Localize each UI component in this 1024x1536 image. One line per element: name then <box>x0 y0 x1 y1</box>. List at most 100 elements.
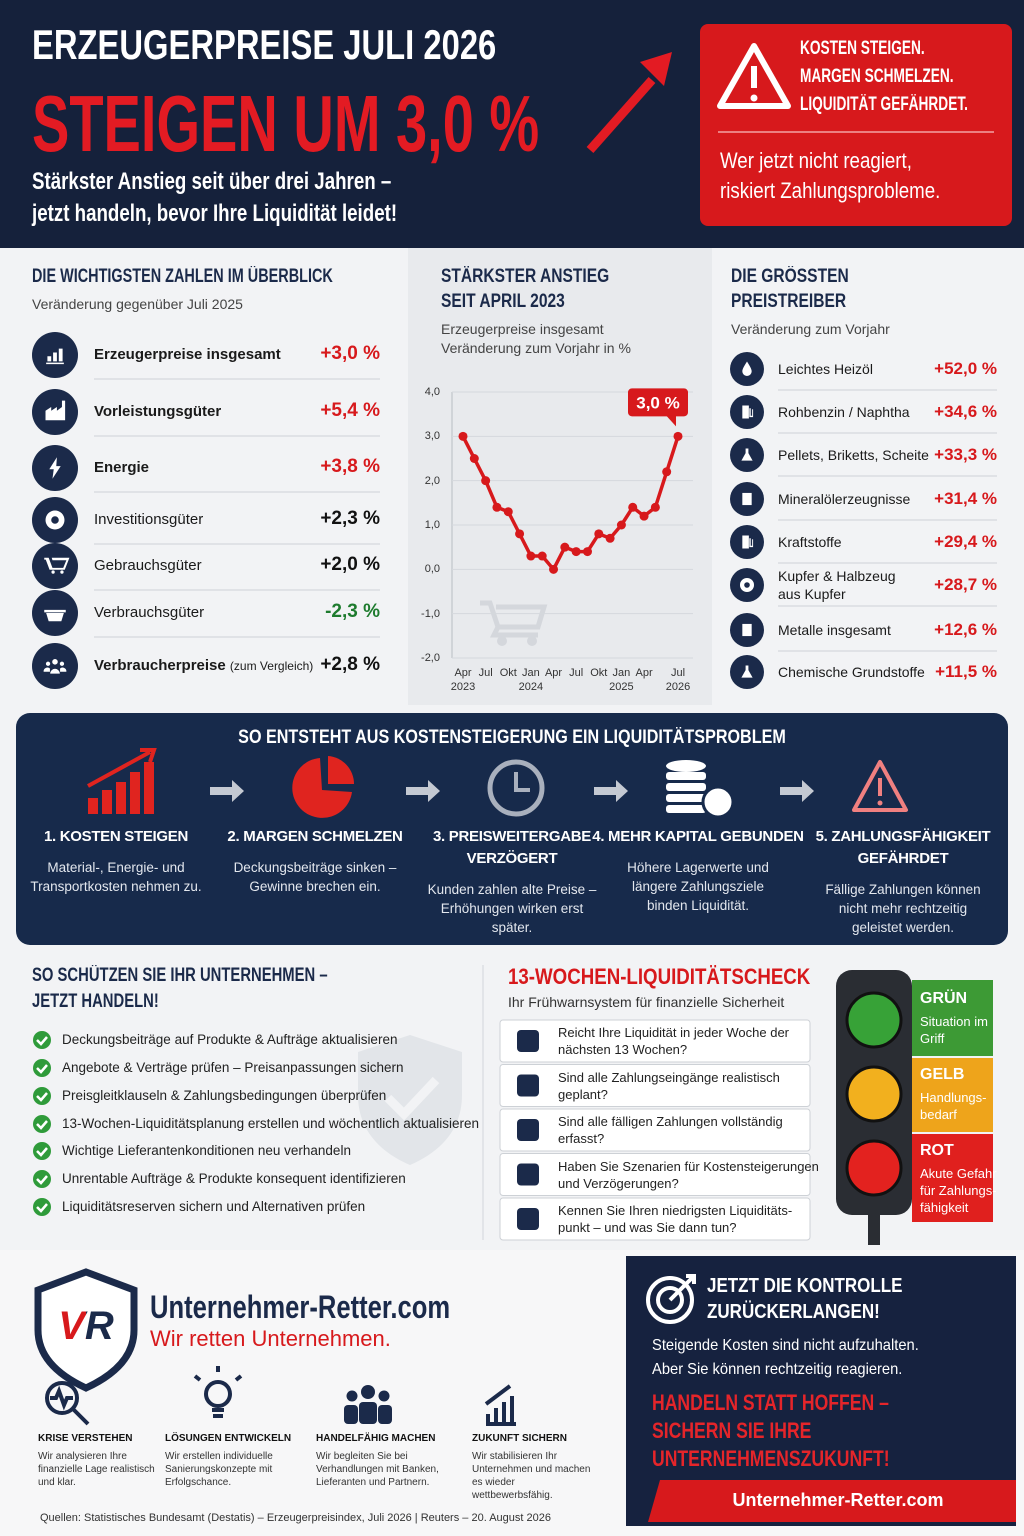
action-item: Deckungsbeiträge auf Produkte & Aufträge… <box>62 1032 398 1047</box>
status-text: fähigkeit <box>920 1200 969 1215</box>
step-title: 1. KOSTEN STEIGEN <box>43 828 189 845</box>
cta-title: ZURÜCKERLANGEN! <box>707 1301 880 1323</box>
question-text: nächsten 13 Wochen? <box>558 1042 688 1057</box>
label-text: Verbraucherpreise <box>94 657 226 674</box>
label-note: (zum Vergleich) <box>229 659 314 673</box>
process-step: 5. ZAHLUNGSFÄHIGKEIT GEFÄHRDET Fällige Za… <box>793 826 1013 937</box>
icon-part <box>50 1385 90 1426</box>
process-arrow <box>210 780 814 802</box>
y-tick-label: 1,0 <box>424 519 440 531</box>
step-text: Material-, Energie- und Transportkosten … <box>30 860 202 894</box>
question-icon <box>517 1030 539 1052</box>
label-text: Vorleistungsgüter <box>94 403 222 420</box>
driver-value: +52,0 % <box>934 359 997 378</box>
alert-line: MARGEN SCHMELZEN. <box>800 66 954 87</box>
point <box>639 511 649 521</box>
x-tick-label: Apr 2023 <box>450 667 476 693</box>
alert-message: Wer jetzt nicht reagiert, <box>720 148 912 173</box>
arrow <box>210 780 244 802</box>
label-pointer <box>666 415 676 427</box>
feature-icons <box>45 1366 516 1426</box>
point <box>616 520 626 530</box>
label-bubble <box>628 388 688 417</box>
figure-label: Verbrauchsgüter <box>94 603 204 623</box>
line-chart: 3,0 % <box>451 388 693 659</box>
alert-line: KOSTEN STEIGEN. <box>800 38 925 59</box>
driver-value: +29,4 % <box>934 532 997 551</box>
point <box>492 502 502 512</box>
light-green <box>845 991 903 1049</box>
point <box>650 502 660 512</box>
y-tick-label: 4,0 <box>424 386 440 398</box>
question-text: Kennen Sie Ihren niedrigsten Liquiditäts… <box>558 1203 793 1218</box>
section-title: DIE WICHTIGSTEN ZAHLEN IM ÜBERBLICK <box>32 266 333 287</box>
subtitle: jetzt handeln, bevor Ihre Liquidität lei… <box>32 200 398 227</box>
icon-circle <box>32 543 78 589</box>
step-icon <box>852 760 908 812</box>
question-text: Reicht Ihre Liquidität in jeder Woche de… <box>558 1025 789 1040</box>
question-text: geplant? <box>558 1086 608 1102</box>
icon-glyph <box>742 405 754 419</box>
warning-icon <box>750 94 758 102</box>
check-icon <box>36 1203 48 1213</box>
x-tick-label: Jul 2026 <box>665 667 691 693</box>
target-icon <box>646 1276 694 1324</box>
label-text: Verbrauchsgüter <box>94 604 205 621</box>
point <box>481 476 491 486</box>
brand-tagline: Wir retten Unternehmen. <box>150 1326 391 1351</box>
cta-slogan: UNTERNEHMENSZUKUNFT! <box>652 1446 890 1471</box>
process-step: 4. MEHR KAPITAL GEBUNDEN Höhere Lagerwert… <box>588 826 808 915</box>
step-title: 2. MARGEN SCHMELZEN <box>227 828 403 845</box>
process-step: 3. PREISWEITERGABE VERZÖGERT Kunden zahle… <box>402 826 622 937</box>
question-box <box>499 1019 811 1063</box>
figure-value: +5,4 % <box>320 400 380 421</box>
feature-title: ZUKUNFT SICHERN <box>472 1433 567 1444</box>
question-icon <box>517 1163 539 1186</box>
x-tick-label: Okt <box>499 667 517 679</box>
check-icon <box>36 1175 48 1185</box>
driver-value: +12,6 % <box>934 620 997 639</box>
figure-label: Erzeugerpreise insgesamt <box>94 345 281 365</box>
icon-glyph <box>46 348 64 365</box>
section-title: JETZT HANDELN! <box>32 991 159 1012</box>
cta-slogan: HANDELN STATT HOFFEN – <box>652 1390 889 1415</box>
arrow <box>406 780 440 802</box>
status-label: ROT <box>920 1142 954 1159</box>
point <box>582 547 592 557</box>
icon-circle <box>32 590 78 636</box>
action-item: Liquiditätsreserven sichern und Alternat… <box>62 1199 366 1214</box>
logo-text: VR <box>50 1306 122 1346</box>
status-box <box>912 980 993 1056</box>
driver-label: Chemische Grundstoffe <box>778 664 925 680</box>
point <box>605 533 615 543</box>
question-icon <box>517 1074 539 1097</box>
step-icon <box>877 800 883 806</box>
x-tick-label: Apr <box>544 667 563 679</box>
y-tick-label: -1,0 <box>421 607 440 620</box>
step-title: 5. ZAHLUNGSFÄHIGKEIT GEFÄHRDET <box>815 828 991 867</box>
driver-value: +34,6 % <box>934 402 997 421</box>
step-icon <box>666 760 735 819</box>
status-text: für Zahlungs- <box>920 1183 997 1198</box>
icon-circle <box>32 497 78 543</box>
x-tick-label: Jan 2024 <box>518 667 544 693</box>
target-icon <box>668 1274 696 1302</box>
point <box>594 529 604 539</box>
chart-panel <box>408 248 712 705</box>
check-icon <box>33 1059 51 1077</box>
check-title: 13-WOCHEN-LIQUIDITÄTSCHECK <box>508 964 811 989</box>
status-box <box>912 1058 993 1132</box>
x-tick-label: Jan 2025 <box>609 667 634 693</box>
feature-title: KRISE VERSTEHEN <box>38 1433 133 1444</box>
icon-part <box>378 1405 392 1424</box>
cta-url: Unternehmer-Retter.com <box>732 1490 944 1510</box>
point <box>515 529 525 539</box>
x-tick-label: Jul <box>569 667 584 679</box>
figure-value: +2,3 % <box>320 508 380 529</box>
driver-label: Metalle insgesamt <box>778 622 891 638</box>
icon-part <box>102 790 112 814</box>
chart-title: STÄRKSTER ANSTIEG <box>441 266 610 287</box>
title: ERZEUGERPREISE JULI 2026 <box>32 21 497 68</box>
cart-watermark <box>497 636 507 646</box>
icon-part <box>87 748 157 788</box>
